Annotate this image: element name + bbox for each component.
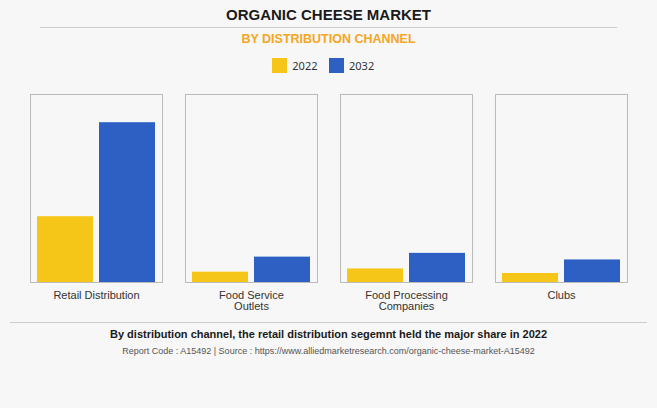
html-text:2022: 2022 bbox=[292, 58, 318, 73]
svg-text:Clubs: Clubs bbox=[547, 289, 576, 301]
html-text:2032: 2032 bbox=[349, 58, 375, 73]
html-text:ORGANIC CHEESE MARKET: ORGANIC CHEESE MARKET bbox=[226, 6, 431, 23]
svg-text:Food ServiceOutlets: Food ServiceOutlets bbox=[219, 289, 284, 312]
svg-text:Retail Distribution: Retail Distribution bbox=[53, 289, 139, 301]
svg-text:Food ProcessingCompanies: Food ProcessingCompanies bbox=[365, 289, 448, 312]
html-text:BY DISTRIBUTION CHANNEL: BY DISTRIBUTION CHANNEL bbox=[241, 32, 416, 46]
html-text:Report Code : A15492 | Source: Report Code : A15492 | Source : https://… bbox=[122, 345, 535, 356]
html-text:By distribution channel, the r: By distribution channel, the retail dist… bbox=[110, 327, 547, 340]
